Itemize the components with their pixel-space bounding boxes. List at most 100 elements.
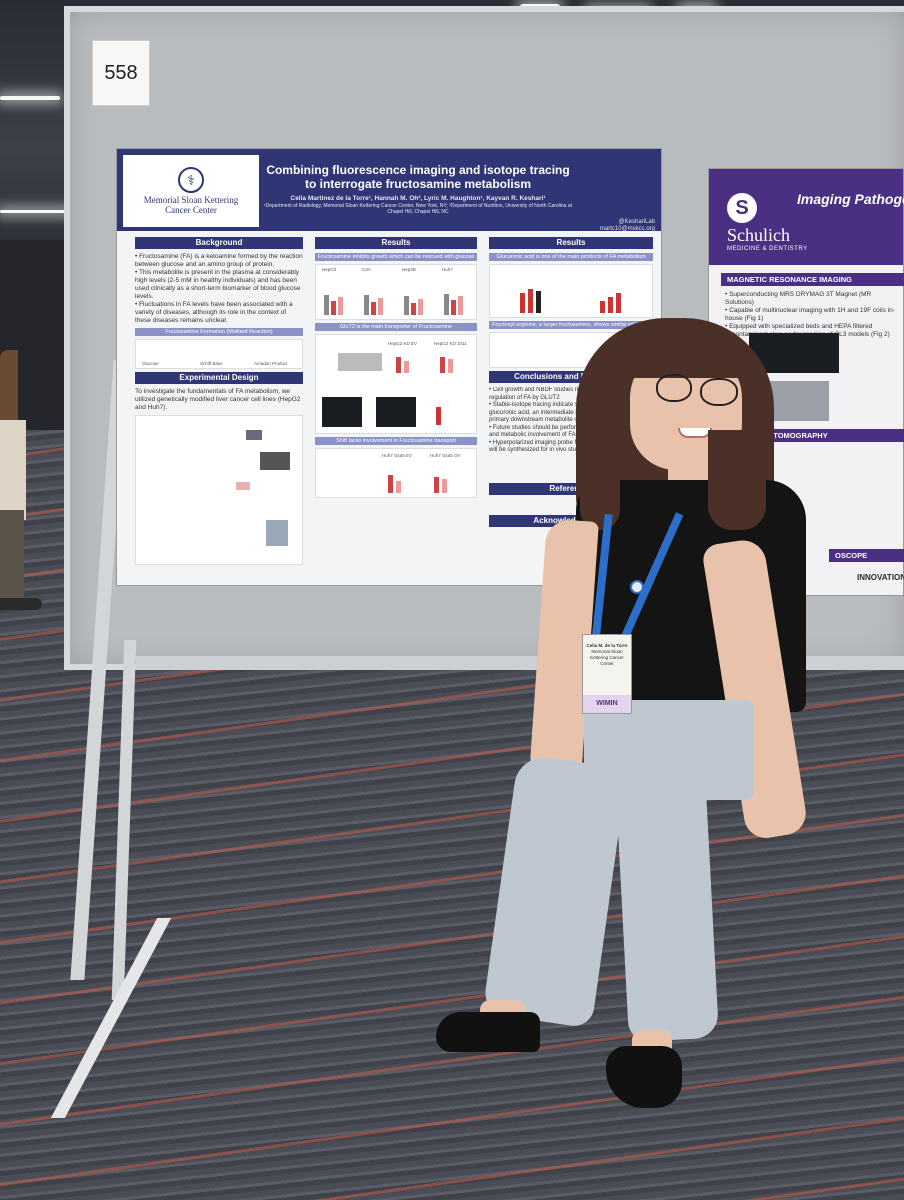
bar-mark: [520, 293, 525, 313]
bar-mark: [404, 361, 409, 373]
institution-name: Memorial Sloan Kettering Cancer Center: [143, 195, 239, 215]
glut-label: HepG2 KD EV: [388, 341, 418, 346]
fluorescence-image: [322, 397, 362, 427]
contact-email: martc10@mskcc.org: [599, 226, 655, 232]
bar-mark: [436, 407, 441, 425]
bar-mark: [388, 475, 393, 493]
isotope-figure: [489, 264, 653, 318]
bar-mark: [616, 293, 621, 313]
mass-spec-icon: [266, 520, 288, 546]
presenter-smile: [678, 428, 712, 438]
neighbor-poster-title: Imaging Pathoge: [797, 191, 904, 207]
name-badge: Celia M. de la Torre Memorial Sloan Kett…: [582, 634, 632, 714]
growth-subheading: Fructosamine inhibits growth which can b…: [315, 253, 477, 261]
presenter-right-leg: [614, 767, 720, 1043]
bar-mark: [396, 481, 401, 493]
shift-figure: Huh7 Glut5 EV Huh7 Glut5 OV: [315, 448, 477, 498]
column-background: Background • Fructosamine (FA) is a keto…: [135, 237, 303, 568]
bar-mark: [324, 295, 329, 315]
presenter-bangs: [624, 330, 748, 378]
cell-line-label: HepG2: [322, 267, 337, 272]
glut-label: HepG2 KD 1011: [434, 341, 467, 346]
schulich-s-icon: S: [727, 193, 757, 223]
innovation-logo: INNOVATION: [857, 573, 904, 582]
bar-mark: [418, 299, 423, 315]
badge-name: Celia M. de la Torre: [586, 643, 628, 648]
glut-figure: HepG2 KD EV HepG2 KD 1011: [315, 334, 477, 434]
bar-mark: [331, 301, 336, 315]
bar-mark: [338, 297, 343, 315]
badge-ribbon: WIMIN: [583, 695, 631, 713]
badge-org: Memorial Sloan Kettering Cancer Center: [590, 649, 624, 666]
plate-reader-icon: [260, 452, 290, 470]
background-text: • Fructosamine (FA) is a ketoamine forme…: [135, 253, 303, 324]
section-results-2: Results: [489, 237, 653, 249]
cell-line-label: C3A: [362, 267, 371, 272]
label-glucose: Glucose: [142, 360, 159, 366]
schulich-logo: S Schulich MEDICINE & DENTISTRY: [727, 193, 808, 252]
experimental-text: To investigate the fundamentals of FA me…: [135, 388, 301, 411]
fructosyl-subheading: Fructosyl-arginine, a larger fructosamin…: [489, 321, 653, 329]
glasses-left-lens: [656, 374, 692, 402]
bar-mark: [536, 291, 541, 313]
experimental-figure: [135, 415, 303, 565]
fluorescence-image: [376, 397, 416, 427]
mri-section-heading: MAGNETIC RESONANCE IMAGING: [721, 273, 904, 286]
schulich-sub: MEDICINE & DENTISTRY: [727, 246, 808, 252]
bar-mark: [444, 294, 449, 315]
bystander-shoes: [0, 598, 42, 610]
bar-mark: [440, 357, 445, 373]
booth-number-card: 558: [92, 40, 150, 106]
bar-mark: [528, 289, 533, 313]
fa-formation-heading: Fructosamine Formation (Maillard Reactio…: [135, 328, 303, 336]
affiliations-line: ¹Department of Radiology, Memorial Sloan…: [263, 203, 573, 215]
presenter-left-shoe: [436, 1012, 540, 1052]
label-schiff: Schiff Base: [200, 360, 223, 366]
instrument-icon: [246, 430, 262, 440]
bar-mark: [600, 301, 605, 313]
poster-header: ⚕ Memorial Sloan Kettering Cancer Center…: [117, 149, 661, 233]
cell-line-label: Hep3B: [402, 267, 416, 272]
mri-bullets: • Superconducting MRS DRYMAG 3T Magnet (…: [725, 291, 895, 338]
shift-label: Huh7 Glut5 OV: [430, 453, 461, 458]
presenter-left-leg: [482, 753, 628, 1029]
glucuronic-subheading: Glucuronic acid is one of the main produ…: [489, 253, 653, 261]
presenter-hair-right: [708, 430, 766, 530]
bar-mark: [608, 297, 613, 313]
neighbor-poster-header: S Schulich MEDICINE & DENTISTRY Imaging …: [709, 169, 904, 265]
cell-line-label: Huh7: [442, 267, 453, 272]
shift-label: Huh7 Glut5 EV: [382, 453, 413, 458]
msk-tree-icon: ⚕: [178, 167, 204, 193]
msk-logo: ⚕ Memorial Sloan Kettering Cancer Center: [123, 155, 259, 227]
scope-section-heading: OSCOPE: [829, 549, 904, 562]
column-results-1: Results Fructosamine inhibits growth whi…: [315, 237, 477, 501]
bar-mark: [458, 296, 463, 315]
poster-title: Combining fluorescence imaging and isoto…: [266, 163, 570, 191]
bar-mark: [378, 298, 383, 315]
presenter-hair-left: [580, 430, 620, 530]
section-experimental-design: Experimental Design: [135, 372, 303, 384]
label-amadori: Amadori Product: [254, 360, 288, 366]
ceiling-light: [0, 210, 70, 213]
bar-mark: [451, 300, 456, 315]
bar-mark: [442, 479, 447, 493]
poster-contact: @KeshariLab martc10@mskcc.org: [600, 219, 655, 233]
contact-handle: @KeshariLab: [618, 219, 655, 225]
presenter-right-shoe: [606, 1046, 682, 1108]
main-poster: ⚕ Memorial Sloan Kettering Cancer Center…: [116, 148, 662, 586]
bystander-pants: [0, 510, 24, 602]
schulich-name: Schulich: [727, 225, 790, 245]
bystander-top: [0, 420, 26, 520]
bar-mark: [364, 295, 369, 315]
bar-mark: [396, 357, 401, 373]
ceiling-light: [0, 96, 60, 100]
maillard-figure: Glucose Schiff Base Amadori Product: [135, 339, 303, 369]
well-plate-icon: [236, 482, 250, 490]
western-blot: [338, 353, 382, 371]
authors-line: Celia Martinez de la Torre¹, Hannah M. O…: [290, 195, 546, 202]
growth-bar-figure: HepG2 C3A Hep3B Huh7: [315, 264, 477, 320]
bar-mark: [411, 303, 416, 315]
section-background: Background: [135, 237, 303, 249]
shift-subheading: Shift lacks involvement in Fructosamine …: [315, 437, 477, 445]
